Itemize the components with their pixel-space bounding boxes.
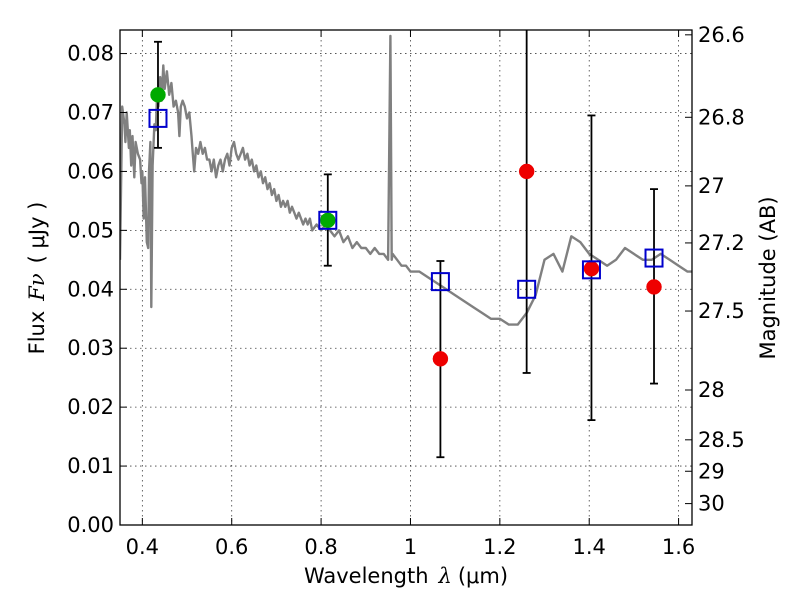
right-axis-label: Magnitude (AB) [756,196,780,359]
x-axis-label-symbol: λ [438,564,452,588]
observed-point [583,260,600,277]
mag-tick-label: 26.8 [698,105,745,129]
y-tick-label: 0.08 [67,42,114,66]
grid-lines [120,30,692,526]
y-tick-label: 0.05 [67,218,114,242]
observed-point [646,279,662,295]
y-axis-label-prefix: Flux [25,311,49,355]
model-photometry-square [644,248,664,268]
observed-point [150,87,166,103]
y-tick-label: 0.07 [67,101,114,125]
data-layer [120,30,692,459]
observed-point [320,212,336,229]
mag-tick-label: 27.5 [698,299,745,323]
mag-tick-label: 30 [698,492,725,516]
y-tick-label: 0.00 [67,513,114,537]
observed-point [432,351,449,367]
y-axis-label-symbol: Fν [25,273,49,302]
mag-tick-label: 29 [698,459,725,483]
model-photometry-square [318,210,338,230]
observed-point [518,163,535,180]
y-tick-label: 0.01 [67,454,114,478]
x-tick-label: 0.8 [304,535,337,559]
x-tick-label: 0.4 [126,535,159,559]
plot-frame [119,29,693,526]
y-tick-label: 0.04 [67,277,114,301]
model-photometry-square [517,279,537,299]
x-tick-label: 1.6 [662,535,695,559]
model-spectrum-line [120,34,692,326]
mag-tick-label: 28 [698,378,725,402]
x-tick-label: 1.2 [483,535,516,559]
x-axis-label-unit: (μm) [458,564,508,588]
x-tick-label: 1 [404,535,417,559]
x-tick-label: 1.4 [573,535,606,559]
mag-tick-label: 27 [698,174,725,198]
y-tick-label: 0.03 [67,336,114,360]
mag-tick-label: 27.2 [698,231,745,255]
y-axis-label: Flux Fν ( μJy ) [25,202,49,355]
mag-tick-label: 26.6 [698,23,745,47]
model-photometry-square [430,272,450,292]
x-tick-label: 0.6 [215,535,248,559]
y-tick-label: 0.02 [67,395,114,419]
y-axis-label-unit: ( μJy ) [25,202,49,264]
y-tick-label: 0.06 [67,159,114,183]
axis-ticks: 0.4 0.6 0.8 1 1.2 1.4 1.6 0.00 0.01 0.02 0.03 0.04 0… [67,23,745,559]
x-axis-label-prefix: Wavelength [304,564,429,588]
x-axis-label: Wavelength λ (μm) [304,564,508,588]
model-photometry-square [581,260,601,280]
model-photometry-square [148,108,168,128]
mag-tick-label: 28.5 [698,428,745,452]
